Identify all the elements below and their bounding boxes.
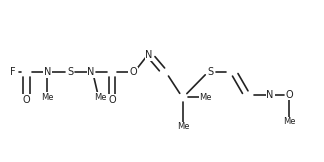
Text: Me: Me <box>177 122 189 131</box>
Text: N: N <box>44 67 51 77</box>
Text: Me: Me <box>41 93 54 102</box>
Text: N: N <box>87 67 95 77</box>
Text: O: O <box>23 95 30 104</box>
Text: N: N <box>266 90 274 100</box>
Text: O: O <box>108 95 116 104</box>
Text: Me: Me <box>95 93 107 102</box>
Text: Me: Me <box>199 93 212 102</box>
Text: O: O <box>286 90 293 100</box>
Text: S: S <box>67 67 73 77</box>
Text: Me: Me <box>283 117 296 126</box>
Text: S: S <box>207 67 214 77</box>
Text: O: O <box>129 67 137 77</box>
Text: N: N <box>145 50 153 60</box>
Text: F: F <box>10 67 16 77</box>
